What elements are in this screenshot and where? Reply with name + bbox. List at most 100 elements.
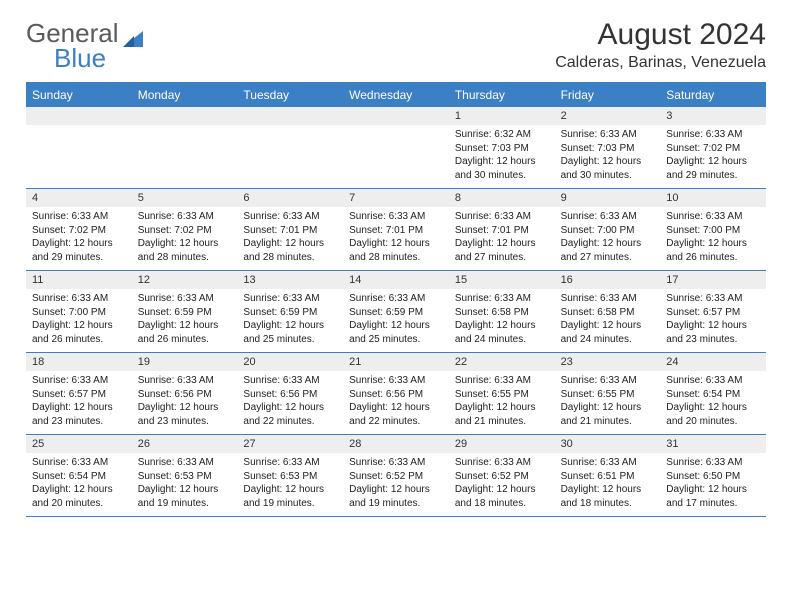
- sunrise-text: Sunrise: 6:32 AM: [455, 128, 549, 142]
- day-body: Sunrise: 6:33 AMSunset: 7:00 PMDaylight:…: [660, 207, 766, 270]
- day-body: Sunrise: 6:33 AMSunset: 6:55 PMDaylight:…: [449, 371, 555, 434]
- day-number: 7: [343, 189, 449, 207]
- sunset-text: Sunset: 7:00 PM: [561, 224, 655, 238]
- day-body: Sunrise: 6:33 AMSunset: 7:03 PMDaylight:…: [555, 125, 661, 188]
- sunrise-text: Sunrise: 6:33 AM: [32, 210, 126, 224]
- day-body: Sunrise: 6:33 AMSunset: 6:54 PMDaylight:…: [660, 371, 766, 434]
- daylight-text: Daylight: 12 hours and 26 minutes.: [666, 237, 760, 264]
- day-body: Sunrise: 6:33 AMSunset: 6:52 PMDaylight:…: [449, 453, 555, 516]
- calendar-day: 18Sunrise: 6:33 AMSunset: 6:57 PMDayligh…: [26, 353, 132, 434]
- daylight-text: Daylight: 12 hours and 19 minutes.: [349, 483, 443, 510]
- day-body: Sunrise: 6:33 AMSunset: 6:52 PMDaylight:…: [343, 453, 449, 516]
- day-number: 5: [132, 189, 238, 207]
- calendar-day: 28Sunrise: 6:33 AMSunset: 6:52 PMDayligh…: [343, 435, 449, 516]
- sunset-text: Sunset: 7:00 PM: [32, 306, 126, 320]
- calendar-day: 26Sunrise: 6:33 AMSunset: 6:53 PMDayligh…: [132, 435, 238, 516]
- day-number: 21: [343, 353, 449, 371]
- sunset-text: Sunset: 6:59 PM: [138, 306, 232, 320]
- sunrise-text: Sunrise: 6:33 AM: [349, 292, 443, 306]
- sunrise-text: Sunrise: 6:33 AM: [138, 292, 232, 306]
- day-body: Sunrise: 6:33 AMSunset: 7:02 PMDaylight:…: [132, 207, 238, 270]
- day-number: 26: [132, 435, 238, 453]
- sunset-text: Sunset: 6:52 PM: [455, 470, 549, 484]
- calendar-week: 4Sunrise: 6:33 AMSunset: 7:02 PMDaylight…: [26, 189, 766, 271]
- sunrise-text: Sunrise: 6:33 AM: [455, 292, 549, 306]
- daylight-text: Daylight: 12 hours and 28 minutes.: [138, 237, 232, 264]
- day-number: [237, 107, 343, 125]
- sunset-text: Sunset: 6:59 PM: [349, 306, 443, 320]
- calendar-day: 27Sunrise: 6:33 AMSunset: 6:53 PMDayligh…: [237, 435, 343, 516]
- sunrise-text: Sunrise: 6:33 AM: [243, 456, 337, 470]
- sunrise-text: Sunrise: 6:33 AM: [349, 210, 443, 224]
- sunset-text: Sunset: 7:03 PM: [455, 142, 549, 156]
- day-body: Sunrise: 6:33 AMSunset: 6:56 PMDaylight:…: [237, 371, 343, 434]
- sunset-text: Sunset: 6:56 PM: [243, 388, 337, 402]
- sunset-text: Sunset: 6:55 PM: [455, 388, 549, 402]
- dayhead-sunday: Sunday: [26, 84, 132, 107]
- calendar-week: 25Sunrise: 6:33 AMSunset: 6:54 PMDayligh…: [26, 435, 766, 517]
- day-body: Sunrise: 6:33 AMSunset: 6:53 PMDaylight:…: [237, 453, 343, 516]
- day-body: Sunrise: 6:33 AMSunset: 7:01 PMDaylight:…: [343, 207, 449, 270]
- day-number: 14: [343, 271, 449, 289]
- day-number: 22: [449, 353, 555, 371]
- day-number: 27: [237, 435, 343, 453]
- calendar-day: 20Sunrise: 6:33 AMSunset: 6:56 PMDayligh…: [237, 353, 343, 434]
- day-body: Sunrise: 6:33 AMSunset: 6:54 PMDaylight:…: [26, 453, 132, 516]
- dayhead-thursday: Thursday: [449, 84, 555, 107]
- sunset-text: Sunset: 6:56 PM: [349, 388, 443, 402]
- daylight-text: Daylight: 12 hours and 25 minutes.: [349, 319, 443, 346]
- day-body: Sunrise: 6:33 AMSunset: 6:59 PMDaylight:…: [237, 289, 343, 352]
- sunrise-text: Sunrise: 6:33 AM: [666, 456, 760, 470]
- sunrise-text: Sunrise: 6:33 AM: [561, 210, 655, 224]
- calendar-day: 14 Sunrise: 6:33 AMSunset: 6:59 PMDayligh…: [343, 271, 449, 352]
- calendar-day: [132, 107, 238, 188]
- daylight-text: Daylight: 12 hours and 18 minutes.: [561, 483, 655, 510]
- daylight-text: Daylight: 12 hours and 29 minutes.: [666, 155, 760, 182]
- day-body: Sunrise: 6:33 AMSunset: 6:59 PMDaylight:…: [132, 289, 238, 352]
- calendar-day: 19Sunrise: 6:33 AMSunset: 6:56 PMDayligh…: [132, 353, 238, 434]
- sunset-text: Sunset: 6:53 PM: [243, 470, 337, 484]
- day-number: 29: [449, 435, 555, 453]
- sunset-text: Sunset: 6:55 PM: [561, 388, 655, 402]
- day-number: 24: [660, 353, 766, 371]
- daylight-text: Daylight: 12 hours and 27 minutes.: [455, 237, 549, 264]
- daylight-text: Daylight: 12 hours and 21 minutes.: [561, 401, 655, 428]
- day-number: 16: [555, 271, 661, 289]
- day-body: Sunrise: 6:33 AMSunset: 6:50 PMDaylight:…: [660, 453, 766, 516]
- sunrise-text: Sunrise: 6:33 AM: [561, 128, 655, 142]
- day-number: 1: [449, 107, 555, 125]
- sunset-text: Sunset: 6:51 PM: [561, 470, 655, 484]
- calendar-day: 24Sunrise: 6:33 AMSunset: 6:54 PMDayligh…: [660, 353, 766, 434]
- calendar-day: 17Sunrise: 6:33 AMSunset: 6:57 PMDayligh…: [660, 271, 766, 352]
- sunrise-text: Sunrise: 6:33 AM: [455, 210, 549, 224]
- calendar-header-row: Sunday Monday Tuesday Wednesday Thursday…: [26, 84, 766, 107]
- calendar-day: [343, 107, 449, 188]
- calendar-week: 1 Sunrise: 6:32 AMSunset: 7:03 PM Daylight…: [26, 107, 766, 189]
- sunrise-text: Sunrise: 6:33 AM: [138, 456, 232, 470]
- calendar-day: 16Sunrise: 6:33 AMSunset: 6:58 PMDayligh…: [555, 271, 661, 352]
- sunrise-text: Sunrise: 6:33 AM: [561, 292, 655, 306]
- daylight-text: Daylight: 12 hours and 18 minutes.: [455, 483, 549, 510]
- day-body: Sunrise: 6:33 AMSunset: 6:53 PMDaylight:…: [132, 453, 238, 516]
- calendar-day: 13Sunrise: 6:33 AMSunset: 6:59 PMDayligh…: [237, 271, 343, 352]
- sunrise-text: Sunrise: 6:33 AM: [455, 456, 549, 470]
- day-body: Sunrise: 6:33 AMSunset: 6:55 PMDaylight:…: [555, 371, 661, 434]
- sunrise-text: Sunrise: 6:33 AM: [243, 292, 337, 306]
- calendar-day: 1Sunrise: 6:32 AMSunset: 7:03 PMDaylight…: [449, 107, 555, 188]
- daylight-text: Daylight: 12 hours and 26 minutes.: [138, 319, 232, 346]
- daylight-text: Daylight: 12 hours and 20 minutes.: [666, 401, 760, 428]
- daylight-text: Daylight: 12 hours and 19 minutes.: [243, 483, 337, 510]
- day-number: 13: [237, 271, 343, 289]
- day-body: Sunrise: 6:33 AMSunset: 7:01 PMDaylight:…: [237, 207, 343, 270]
- day-number: 4: [26, 189, 132, 207]
- calendar-day: 10Sunrise: 6:33 AMSunset: 7:00 PMDayligh…: [660, 189, 766, 270]
- calendar-day: 7Sunrise: 6:33 AMSunset: 7:01 PMDaylight…: [343, 189, 449, 270]
- sunrise-text: Sunrise: 6:33 AM: [138, 374, 232, 388]
- sunrise-text: Sunrise: 6:33 AM: [455, 374, 549, 388]
- day-body: Sunrise: 6:33 AMSunset: 7:02 PMDaylight:…: [660, 125, 766, 188]
- day-body: Sunrise: 6:33 AMSunset: 6:57 PMDaylight:…: [26, 371, 132, 434]
- sunrise-text: Sunrise: 6:33 AM: [32, 456, 126, 470]
- sunrise-text: Sunrise: 6:33 AM: [32, 374, 126, 388]
- calendar-day: 21Sunrise: 6:33 AMSunset: 6:56 PMDayligh…: [343, 353, 449, 434]
- calendar-week: 11Sunrise: 6:33 AMSunset: 7:00 PMDayligh…: [26, 271, 766, 353]
